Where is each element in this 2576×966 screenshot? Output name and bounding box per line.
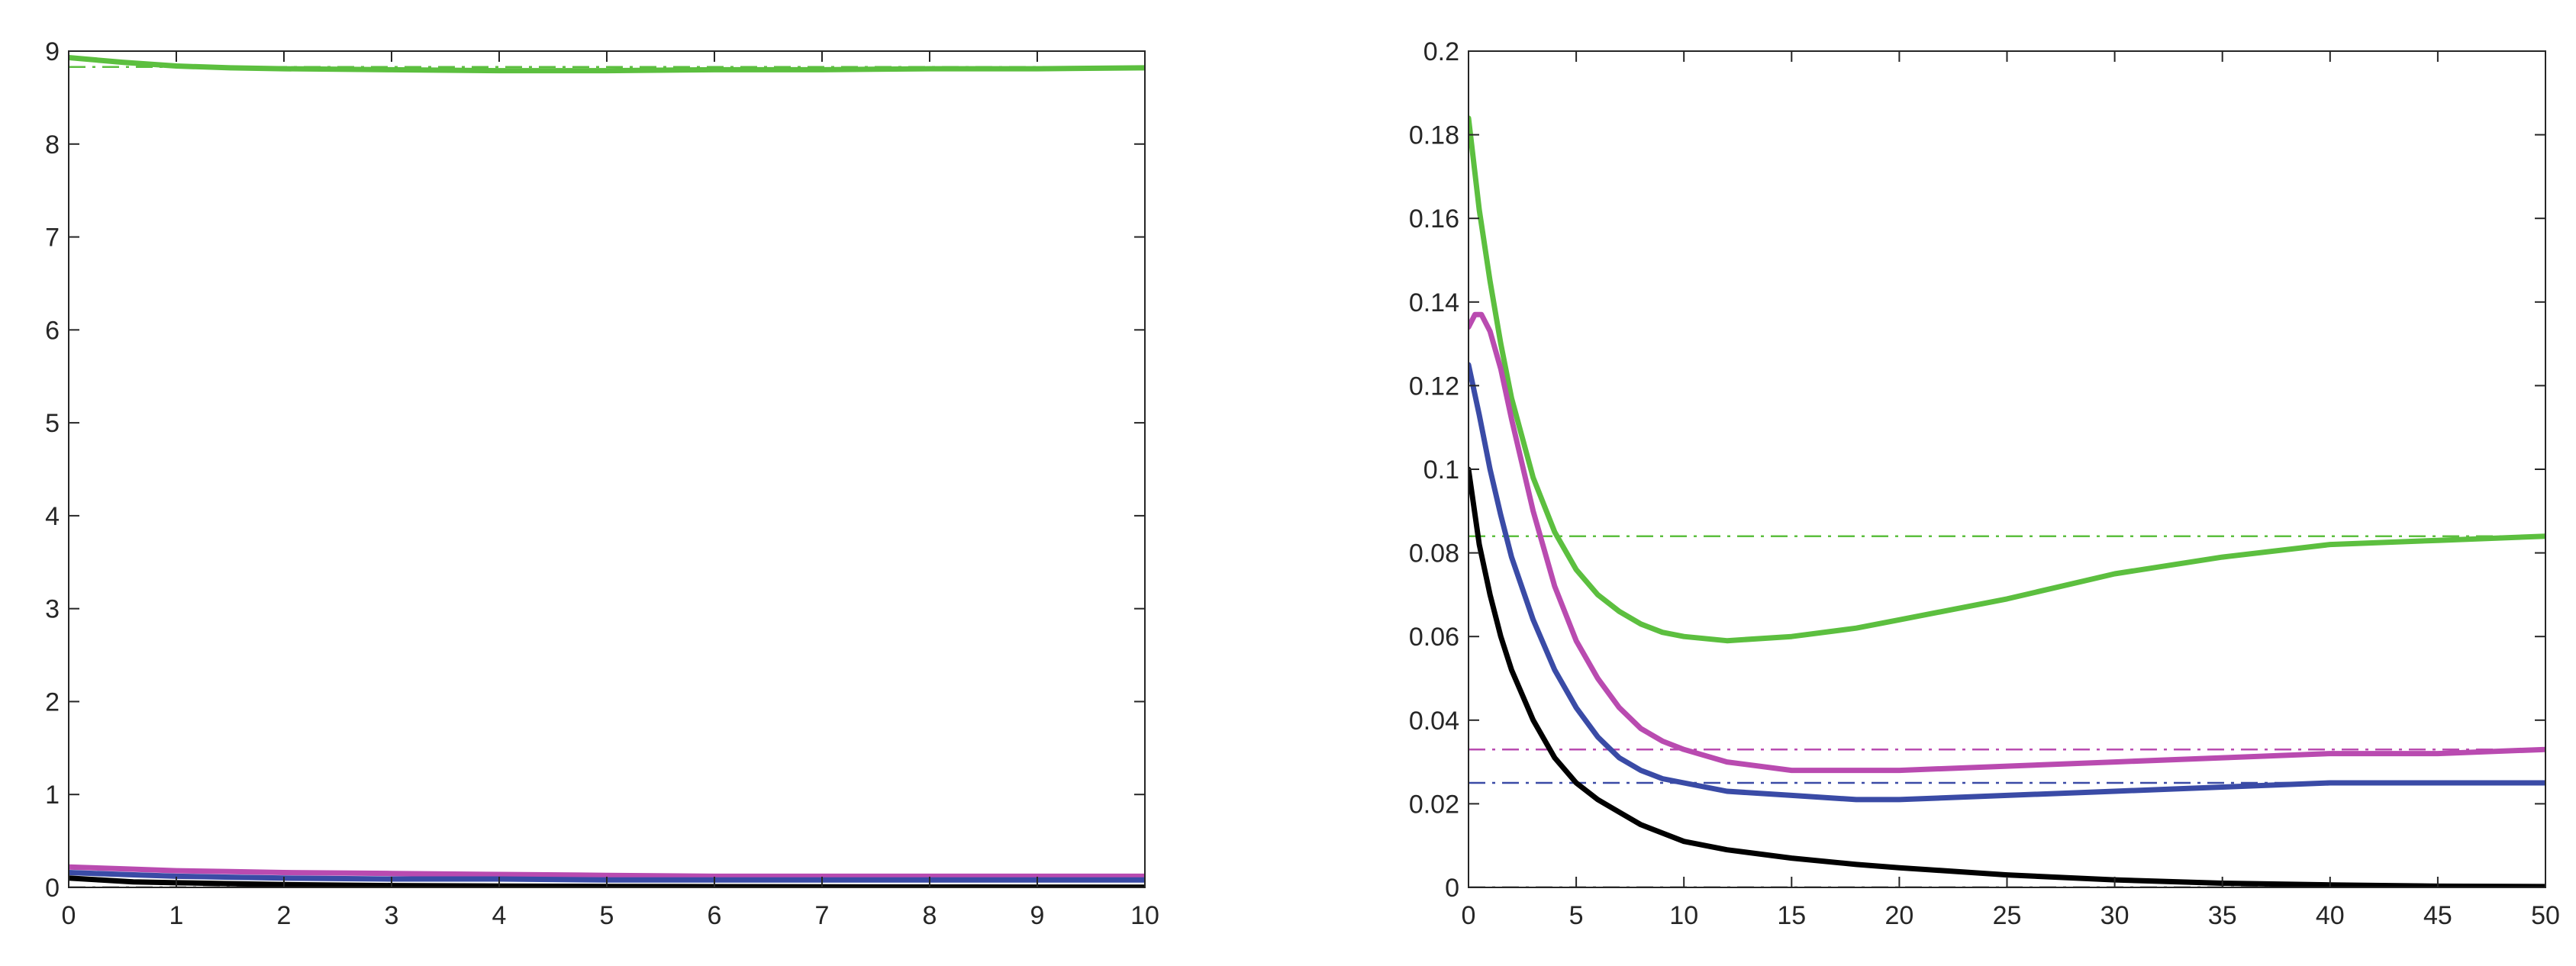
y-tick-label: 4 [45,502,60,531]
y-tick-label: 3 [45,595,60,624]
y-tick-label: 1 [45,781,60,810]
series-line-7 [1469,466,2545,887]
y-tick-label: 0.12 [1409,372,1459,401]
y-tick-label: 0.04 [1409,707,1459,736]
x-tick-label: 10 [1669,901,1698,930]
series-line-5 [1469,311,2545,774]
y-tick-label: 0 [1445,874,1459,903]
y-tick-label: 8 [45,130,60,159]
y-tick-label: 5 [45,409,60,438]
series-group [1469,115,2545,887]
y-tick-label: 0.1 [1423,456,1459,485]
x-tick-label: 8 [923,901,937,930]
y-tick-label: 0.02 [1409,790,1459,819]
x-tick-label: 7 [815,901,830,930]
y-tick-label: 7 [45,224,60,253]
x-tick-label: 15 [1777,901,1806,930]
y-tick-label: 0.14 [1409,288,1459,317]
x-tick-label: 2 [277,901,292,930]
x-tick-label: 50 [2531,901,2560,930]
x-tick-label: 4 [492,901,507,930]
x-tick-label: 0 [1462,901,1476,930]
y-tick-label: 9 [45,37,60,66]
y-tick-label: 0.18 [1409,121,1459,150]
series-line-4 [1469,115,2545,644]
series-line-6 [1469,362,2545,803]
x-tick-label: 0 [62,901,76,930]
x-tick-label: 35 [2208,901,2237,930]
y-tick-label: 0.16 [1409,204,1459,233]
x-tick-label: 40 [2316,901,2345,930]
x-tick-label: 1 [169,901,184,930]
y-tick-label: 0.08 [1409,539,1459,568]
y-tick-label: 0 [45,874,60,903]
x-tick-label: 9 [1030,901,1045,930]
x-tick-label: 5 [1569,901,1584,930]
x-tick-label: 25 [1993,901,2022,930]
x-tick-label: 30 [2100,901,2129,930]
right-chart: 0 5 10 15 20 25 30 35 40 45 50 0 0.02 0.04 0.06 0.08 0.1… [1409,37,2560,930]
x-tick-label: 6 [708,901,722,930]
y-tick-label: 2 [45,687,60,716]
x-tick-label: 10 [1130,901,1159,930]
left-chart: 0 1 2 3 4 5 6 7 8 9 10 0 1 2 3 4 5 6 7 8 9 [45,37,1159,930]
x-tick-label: 5 [600,901,614,930]
x-tick-label: 3 [385,901,399,930]
x-tick-label: 20 [1884,901,1913,930]
series-line-2 [69,864,1145,879]
y-tick-label: 0.06 [1409,623,1459,652]
x-tick-label: 45 [2423,901,2452,930]
y-tick-label: 0.2 [1423,37,1459,66]
y-tick-label: 6 [45,316,60,345]
